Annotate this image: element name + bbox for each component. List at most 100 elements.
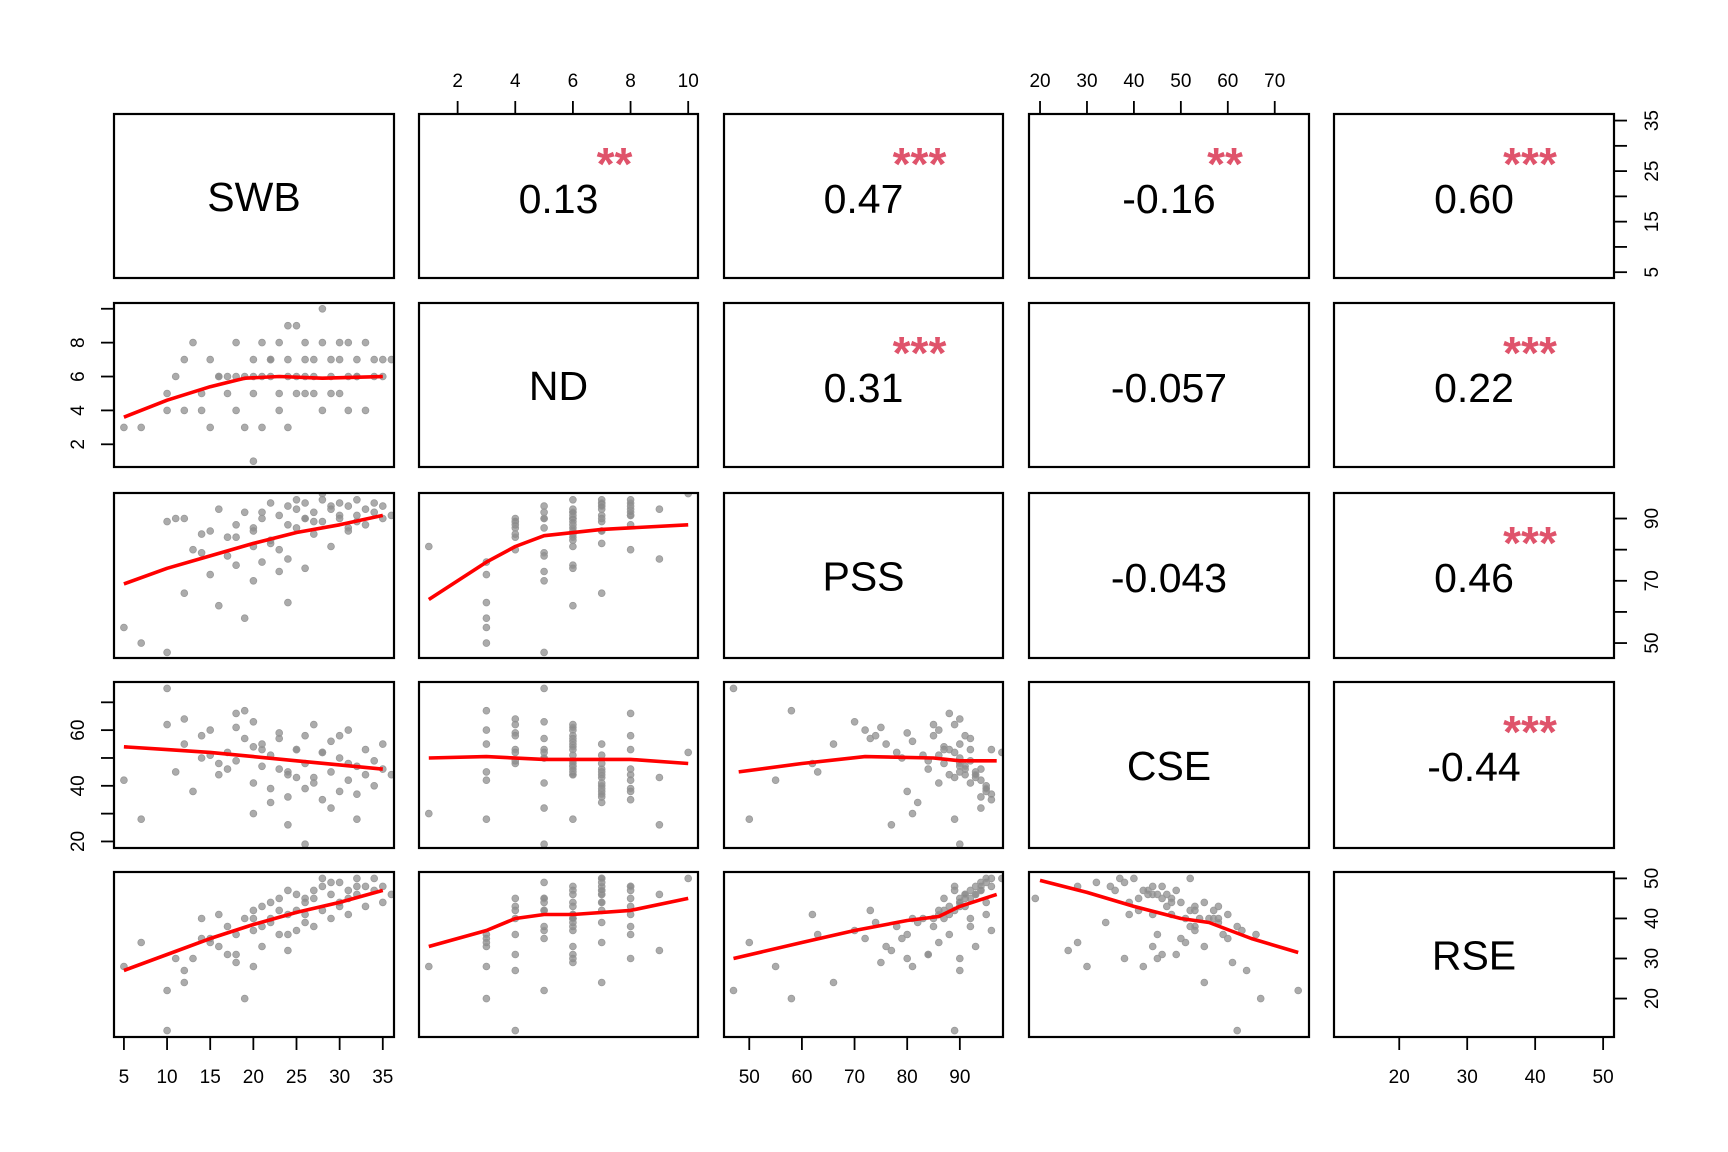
data-point <box>327 914 335 923</box>
axis-tick-label: 35 <box>1642 110 1663 131</box>
data-point <box>309 894 318 903</box>
data-point <box>335 499 344 507</box>
data-point <box>861 726 869 734</box>
data-point <box>482 570 491 579</box>
data-point <box>309 886 318 895</box>
data-point <box>284 502 292 510</box>
data-point <box>249 779 258 787</box>
data-point <box>1294 986 1302 995</box>
data-point <box>892 748 901 757</box>
correlation-value: 0.46 <box>1434 555 1514 601</box>
data-point <box>940 742 948 751</box>
data-point <box>597 978 606 987</box>
panel-frame <box>1332 680 1616 850</box>
points-group <box>424 493 692 657</box>
data-point <box>511 1026 520 1035</box>
data-point <box>163 648 171 657</box>
data-point <box>232 950 240 959</box>
data-point <box>171 372 180 381</box>
data-point <box>597 938 606 947</box>
data-point <box>482 726 491 734</box>
data-point <box>540 745 548 754</box>
data-point <box>137 815 146 823</box>
panel-swb-swb: SWB <box>112 112 396 280</box>
data-point <box>971 770 980 779</box>
data-point <box>540 986 548 995</box>
data-point <box>626 709 635 718</box>
data-point <box>361 406 370 415</box>
data-point <box>1256 994 1265 1003</box>
data-point <box>284 423 292 432</box>
panel-pss-nd <box>417 491 700 660</box>
data-point <box>482 994 491 1003</box>
panel-frame <box>722 301 1005 469</box>
axis-tick-label: 50 <box>1642 868 1663 889</box>
data-point <box>961 731 969 740</box>
data-point <box>206 726 215 734</box>
data-point <box>335 731 344 740</box>
data-point <box>249 524 258 532</box>
data-point <box>540 502 548 510</box>
data-point <box>232 406 240 415</box>
data-point <box>597 790 606 798</box>
data-point <box>370 874 379 883</box>
data-point <box>344 910 353 919</box>
data-point <box>232 958 240 967</box>
data-point <box>934 779 943 787</box>
data-point <box>903 930 911 939</box>
data-point <box>940 894 948 903</box>
data-point <box>482 598 491 607</box>
data-point <box>540 648 548 657</box>
data-point <box>370 355 379 364</box>
data-point <box>327 737 335 746</box>
data-point <box>361 505 370 514</box>
data-point <box>309 508 318 517</box>
data-point <box>180 978 189 987</box>
data-point <box>249 717 258 726</box>
axis-tick-label: 5 <box>119 1067 130 1088</box>
data-point <box>335 754 344 762</box>
diagonal-label: ND <box>529 363 588 409</box>
data-point <box>318 304 327 313</box>
panel-frame <box>1332 301 1616 469</box>
data-point <box>626 930 635 939</box>
data-point <box>292 321 301 330</box>
data-point <box>787 994 796 1003</box>
data-point <box>284 321 292 330</box>
data-point <box>206 355 215 364</box>
correlation-value: 0.22 <box>1434 365 1514 411</box>
data-point <box>206 527 215 535</box>
data-point <box>977 776 985 784</box>
data-point <box>961 890 969 899</box>
significance-stars: ** <box>597 138 633 190</box>
data-point <box>249 457 258 466</box>
data-point <box>597 798 606 807</box>
data-point <box>877 723 885 732</box>
data-point <box>1106 882 1115 891</box>
data-point <box>808 910 817 919</box>
points-group <box>120 874 394 1035</box>
data-point <box>197 530 206 538</box>
panel-cse-cse: CSE <box>1027 680 1311 850</box>
data-point <box>309 389 318 398</box>
correlation-value: -0.16 <box>1122 176 1215 222</box>
data-point <box>180 966 189 975</box>
data-point <box>987 926 996 935</box>
data-point <box>971 942 980 951</box>
data-point <box>275 389 284 398</box>
data-point <box>353 355 361 364</box>
data-point <box>955 715 964 723</box>
panel-frame <box>1027 491 1311 660</box>
data-point <box>1228 958 1237 967</box>
data-point <box>292 773 301 782</box>
data-point <box>569 524 577 532</box>
data-point <box>908 737 917 746</box>
panel-frame <box>722 491 1005 660</box>
data-point <box>597 886 606 895</box>
data-point <box>284 820 292 829</box>
data-point <box>353 815 361 823</box>
axis-tick-label: 40 <box>1525 1067 1546 1088</box>
significance-stars: *** <box>1503 138 1557 190</box>
diagonal-label: CSE <box>1127 743 1211 789</box>
data-point <box>569 950 577 959</box>
